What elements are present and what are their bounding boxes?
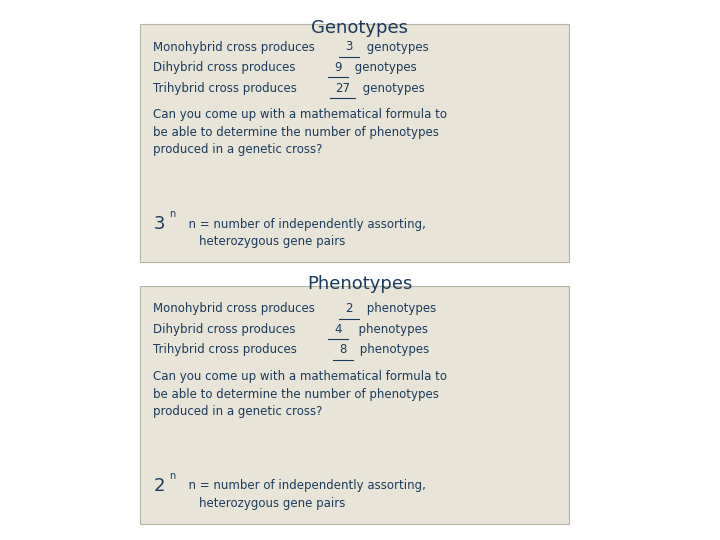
Text: Can you come up with a mathematical formula to
be able to determine the number o: Can you come up with a mathematical form… xyxy=(153,370,447,418)
Text: 3: 3 xyxy=(346,40,353,53)
Text: 2: 2 xyxy=(153,477,165,495)
Text: Trihybrid cross produces: Trihybrid cross produces xyxy=(153,82,297,94)
FancyBboxPatch shape xyxy=(140,24,569,262)
Text: n = number of independently assorting,: n = number of independently assorting, xyxy=(181,480,426,492)
Text: Phenotypes: Phenotypes xyxy=(307,275,413,293)
Text: Can you come up with a mathematical formula to
be able to determine the number o: Can you come up with a mathematical form… xyxy=(153,108,447,156)
Text: Dihybrid cross produces: Dihybrid cross produces xyxy=(153,61,296,74)
Text: 4: 4 xyxy=(334,323,341,336)
Text: phenotypes: phenotypes xyxy=(351,323,428,336)
Text: 8: 8 xyxy=(339,343,346,356)
Text: heterozygous gene pairs: heterozygous gene pairs xyxy=(199,497,345,510)
Text: 3: 3 xyxy=(153,215,165,233)
Text: n: n xyxy=(169,471,176,481)
Text: phenotypes: phenotypes xyxy=(363,302,436,315)
Text: phenotypes: phenotypes xyxy=(356,343,430,356)
Text: Monohybrid cross produces: Monohybrid cross produces xyxy=(153,302,315,315)
Text: Genotypes: Genotypes xyxy=(312,19,408,37)
Text: genotypes: genotypes xyxy=(363,40,428,53)
Text: genotypes: genotypes xyxy=(351,61,417,74)
Text: Monohybrid cross produces: Monohybrid cross produces xyxy=(153,40,315,53)
Text: genotypes: genotypes xyxy=(359,82,425,94)
Text: heterozygous gene pairs: heterozygous gene pairs xyxy=(199,235,345,248)
Text: n = number of independently assorting,: n = number of independently assorting, xyxy=(181,218,426,231)
Text: 27: 27 xyxy=(336,82,350,94)
FancyBboxPatch shape xyxy=(140,286,569,524)
Text: n: n xyxy=(169,210,176,219)
Text: Dihybrid cross produces: Dihybrid cross produces xyxy=(153,323,296,336)
Text: Trihybrid cross produces: Trihybrid cross produces xyxy=(153,343,297,356)
Text: 9: 9 xyxy=(334,61,341,74)
Text: 2: 2 xyxy=(346,302,353,315)
